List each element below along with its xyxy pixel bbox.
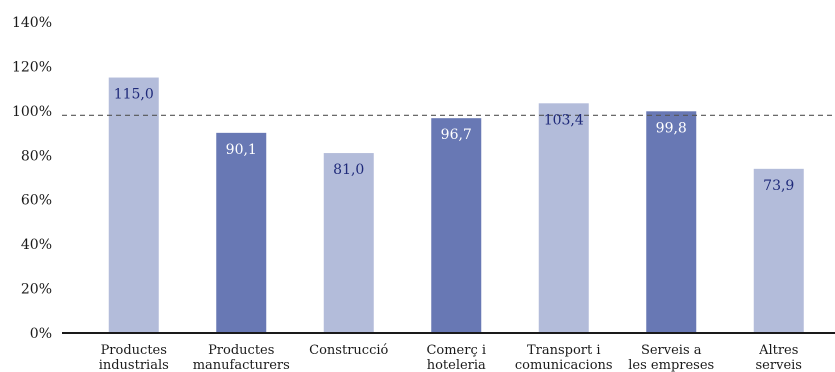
category-label: Productes xyxy=(208,343,274,358)
y-tick-label: 0% xyxy=(30,326,52,342)
category-labels: ProductesindustrialsProductesmanufacture… xyxy=(99,343,802,372)
y-axis-ticks: 0% 20% 40% 60% 80% 100% 120% 140% xyxy=(12,15,52,342)
category-label: serveis xyxy=(756,358,802,372)
bar xyxy=(753,168,804,333)
category-label: hoteleria xyxy=(427,358,486,372)
data-label: 81,0 xyxy=(333,162,364,178)
bar xyxy=(323,153,374,333)
category-label: Altres xyxy=(758,343,798,358)
bar xyxy=(431,118,482,333)
category-label: Comerç i xyxy=(426,343,486,358)
y-tick-label: 140% xyxy=(12,15,52,31)
data-label: 115,0 xyxy=(114,87,154,103)
bar xyxy=(646,111,697,334)
data-label: 99,8 xyxy=(656,120,687,136)
data-label: 103,4 xyxy=(544,112,584,128)
data-label: 96,7 xyxy=(441,127,472,143)
y-tick-label: 80% xyxy=(21,148,52,164)
bar xyxy=(216,132,267,333)
category-label: comunicacions xyxy=(515,358,613,372)
category-label: Productes xyxy=(101,343,167,358)
y-tick-label: 100% xyxy=(12,104,52,120)
data-labels: 115,0 90,1 81,0 96,7 103,4 99,8 73,9 xyxy=(114,87,795,194)
category-label: manufacturers xyxy=(193,358,290,372)
category-label: Serveis a xyxy=(641,343,702,358)
category-label: Transport i xyxy=(527,343,601,358)
category-label: Construcció xyxy=(309,343,388,358)
bar xyxy=(108,77,159,334)
category-label: industrials xyxy=(99,358,169,372)
data-label: 90,1 xyxy=(226,142,257,158)
y-tick-label: 20% xyxy=(21,282,52,298)
category-label: les empreses xyxy=(628,358,714,372)
bars xyxy=(108,77,804,334)
y-tick-label: 60% xyxy=(21,193,52,209)
y-tick-label: 120% xyxy=(12,59,52,75)
bar xyxy=(538,103,589,333)
y-tick-label: 40% xyxy=(21,237,52,253)
data-label: 73,9 xyxy=(763,178,794,194)
